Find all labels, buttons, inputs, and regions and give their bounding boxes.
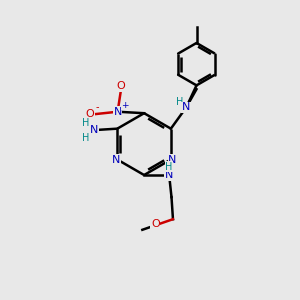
Text: O: O [86, 109, 94, 119]
Text: O: O [116, 81, 125, 91]
Text: H: H [166, 162, 173, 172]
Text: H: H [176, 97, 183, 107]
Text: N: N [90, 125, 98, 135]
Text: H: H [82, 118, 89, 128]
Text: N: N [182, 103, 190, 112]
Text: N: N [165, 170, 173, 180]
Text: +: + [121, 101, 129, 110]
Text: N: N [112, 154, 120, 165]
Text: N: N [168, 154, 176, 165]
Text: -: - [95, 102, 99, 112]
Text: H: H [82, 134, 89, 143]
Text: N: N [113, 107, 122, 117]
Text: O: O [151, 220, 160, 230]
